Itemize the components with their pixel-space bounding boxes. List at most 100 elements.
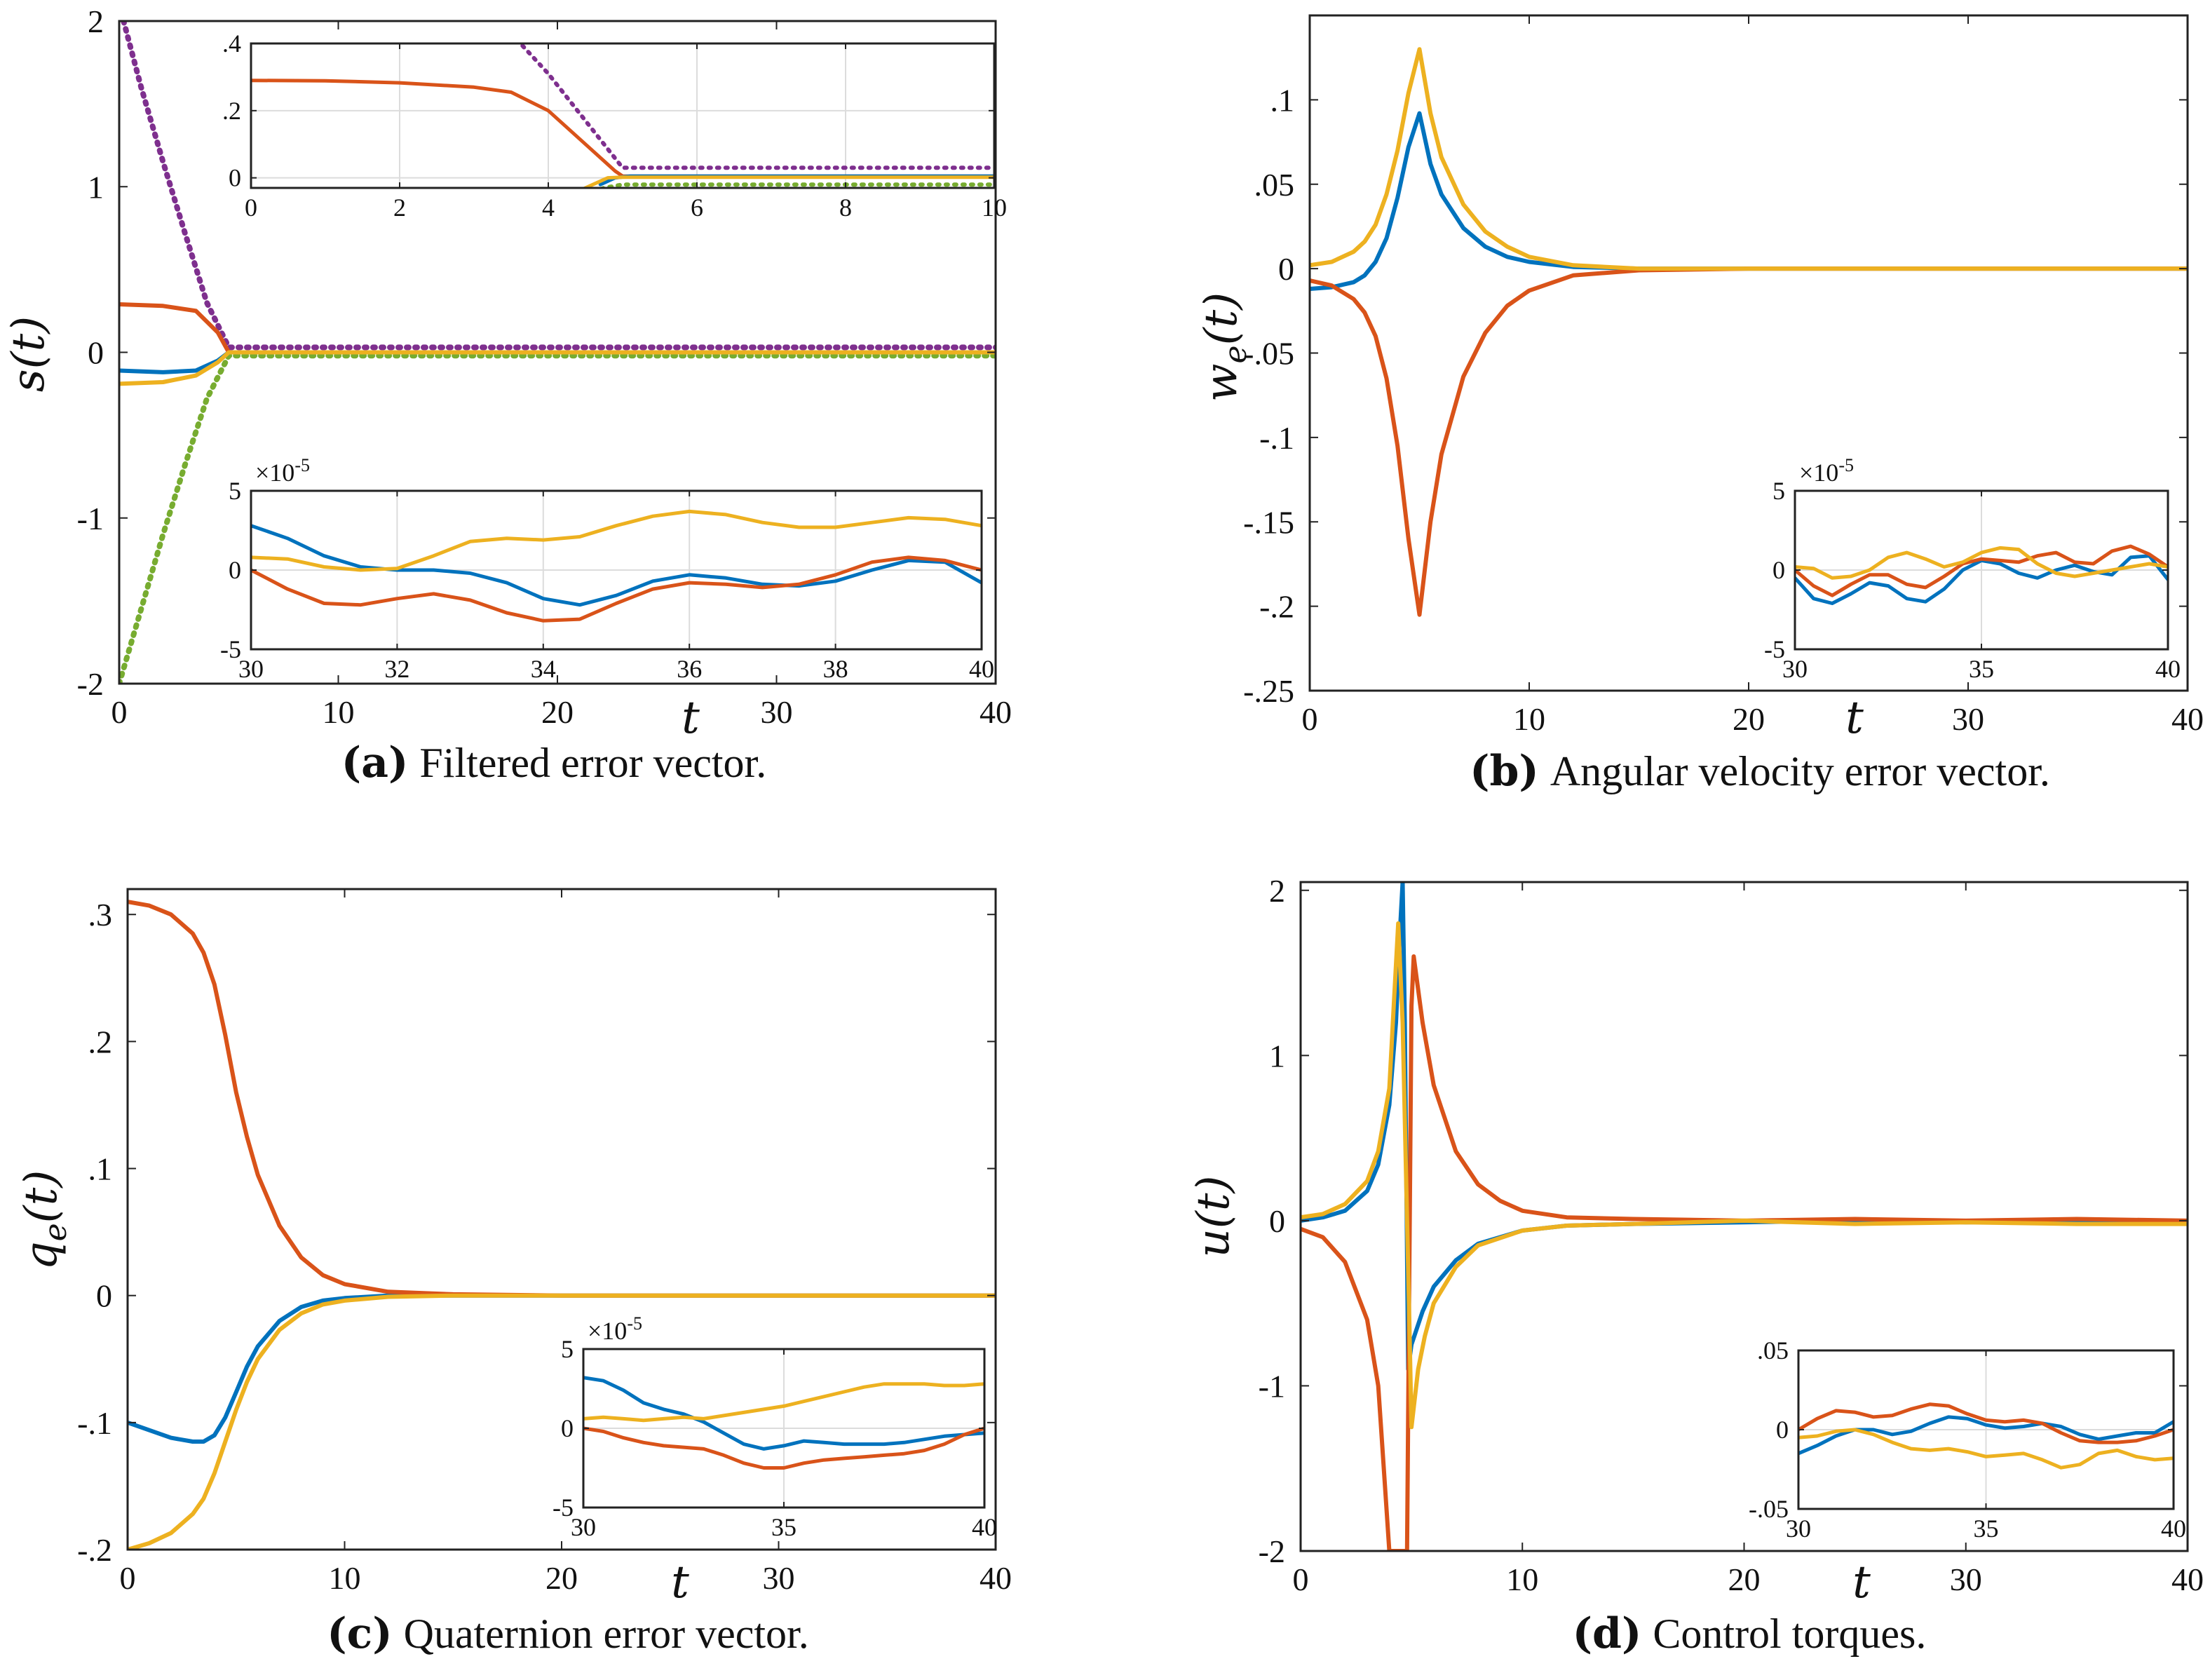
chart-a-main-ytick-label-3: -1 [77,501,104,536]
chart-a-main-xtick-label-4: 40 [980,694,1012,730]
chart-c-main-ytick-label-4: -.1 [77,1405,112,1441]
chart-b-main-ytick-label-0: .1 [1270,82,1295,118]
chart-b-main-xtick-label-0: 0 [1302,701,1318,737]
chart-d-caption-label: (d) [1573,1609,1642,1658]
chart-d-inset-0-series-group [1798,1402,2174,1470]
chart-d-inset-0-xtick-label-0: 30 [1786,1515,1811,1543]
chart-a-inset-0-xtick-label-0: 0 [245,194,257,222]
chart-d-inset-0-ytick-label-2: -.05 [1749,1495,1789,1523]
chart-b-main-ytick-label-3: -.05 [1243,336,1294,372]
chart-a-inset-0-series-bound-lower [597,182,994,188]
chart-c-inset-0-ytick-label-0: 5 [561,1335,574,1363]
chart-a-inset-0-xtick-label-4: 8 [839,194,852,222]
chart-b-main-ytick-label-7: -.25 [1243,673,1294,709]
chart-a-xlabel: t [682,692,700,744]
chart-a-inset-0-ytick-label-1: .2 [222,97,241,125]
chart-b-ylabel-base: w [1195,363,1247,402]
chart-a-inset-0-series-bound-upper [517,43,994,170]
chart-a-inset-1-ytick-label-1: 0 [229,556,241,584]
chart-d-inset-0-ytick-label-0: .05 [1757,1336,1789,1364]
chart-a-main-xtick-label-2: 20 [541,694,574,730]
chart-b-main-xtick-label-1: 10 [1513,701,1545,737]
chart-a-main-xtick-label-0: 0 [111,694,128,730]
chart-a-inset-1-xtick-label-1: 32 [384,655,409,683]
chart-c-inset-0-xtick-label-2: 40 [972,1513,997,1541]
chart-c-xlabel: t [671,1557,689,1608]
chart-c-inset-0-series-q3 [583,1382,984,1423]
chart-b-inset-0-series-w3 [1795,546,2168,580]
chart-d-ylabel: u(t) [1188,1176,1240,1258]
chart-b-main-xtick-label-3: 30 [1952,701,1984,737]
chart-c-main-series-q2 [128,900,996,1298]
chart-a-inset-1-series-group [251,509,982,623]
chart-a-inset-0-xtick-label-1: 2 [393,194,406,222]
chart-c-main-xtick-label-1: 10 [329,1560,361,1596]
chart-c-inset-0-series-group [583,1376,984,1470]
chart-b-main-series-w2 [1310,266,2188,617]
chart-a-ylabel: s(t) [3,316,55,393]
chart-c-main-xtick-label-3: 30 [763,1560,795,1596]
chart-b-main-xtick-label-4: 40 [2171,701,2203,737]
chart-c-caption-text: Quaternion error vector. [404,1611,809,1657]
chart-a-inset-1-xtick-label-4: 38 [823,655,848,683]
chart-d-main-series-group [1301,882,2188,1551]
chart-b-main-ytick-label-4: -.1 [1259,420,1294,456]
chart-d-inset-0-series-u3 [1798,1428,2174,1470]
chart-d-main-ytick-label-4: -2 [1259,1533,1285,1569]
chart-c-inset-0-series-q2 [583,1426,984,1470]
chart-d-main-xtick-label-1: 10 [1506,1562,1538,1597]
chart-a-inset-0-ytick-label-2: 0 [229,164,241,192]
chart-d-main-ytick-label-2: 0 [1269,1203,1285,1239]
chart-c-ylabel-base: q [15,1241,67,1270]
chart-c-ylabel-sub: e [38,1223,74,1241]
chart-b-main-ytick-label-1: .05 [1254,167,1295,203]
chart-a-inset-0-ytick-label-0: .4 [222,29,241,57]
chart-a-main-series-bound-upper [121,21,996,351]
chart-d-caption: (d) Control torques. [1573,1609,1927,1658]
chart-a-inset-0-xtick-label-3: 6 [691,194,703,222]
chart-c-inset-0-ytick-label-2: -5 [553,1493,574,1522]
chart-b-inset-0-exponent-label: ×10-5 [1799,455,1854,487]
chart-b-main-ytick-label-2: 0 [1278,251,1294,287]
chart-d-caption-text: Control torques. [1653,1611,1926,1657]
chart-b-inset-0-ytick-label-1: 0 [1772,556,1785,584]
chart-b-caption: (b) Angular velocity error vector. [1470,747,2050,796]
chart-d-xlabel: t [1852,1557,1871,1608]
chart-a-inset-1-exponent-power: -5 [294,455,310,475]
chart-c-inset-0-ytick-label-1: 0 [561,1414,574,1442]
chart-c-main-xtick-label-4: 40 [980,1560,1012,1596]
chart-c-inset-0-series-q1 [583,1376,984,1451]
chart-c-caption: (c) Quaternion error vector. [327,1609,808,1658]
chart-a-main-xtick-label-1: 10 [323,694,355,730]
chart-c-ylabel-arg: (t) [15,1170,67,1224]
chart-a-inset-1-exponent-base: ×10 [255,459,294,487]
chart-a-inset-1-xtick-label-3: 36 [677,655,702,683]
chart-a-inset-0-series-s3 [581,175,994,188]
chart-a-main-ytick-label-0: 2 [88,4,104,39]
chart-a-inset-1-series-s2 [251,555,982,623]
chart-c-inset-0-xtick-label-1: 35 [771,1513,797,1541]
chart-a-main-series-s3 [119,350,996,386]
chart-a-inset-1-ytick-label-2: -5 [220,635,241,663]
chart-c: 0 10 20 30 40.3.2.10-.1-.2qe(t)t30 35 4050-5×1… [15,888,1012,1658]
chart-d-inset-0-xtick-label-2: 40 [2161,1515,2186,1543]
chart-b-inset-0-series-group [1795,544,2168,605]
chart-b-inset-0-ytick-label-2: -5 [1764,635,1785,663]
chart-b-main-xtick-label-2: 20 [1733,701,1765,737]
chart-c-inset-0-exponent-power: -5 [627,1313,642,1334]
chart-a-inset-1-series-s3 [251,509,982,572]
chart-a-caption-label: (a) [341,738,409,787]
chart-c-inset-0-exponent-base: ×10 [588,1317,627,1345]
chart-a-inset-0-xtick-label-5: 10 [982,194,1007,222]
chart-d-inset-0-series-u2 [1798,1402,2174,1444]
chart-d-main-xtick-label-3: 30 [1950,1562,1982,1597]
chart-d-inset-0-xtick-label-1: 35 [1974,1515,1999,1543]
chart-c-inset-0-exponent-label: ×10-5 [588,1313,642,1345]
chart-b: 0 10 20 30 40 .1 .05 0 -.05 -.1 -.15 -.2 -.25 we(t) t 3… [1195,14,2203,796]
chart-c-main-xtick-label-2: 20 [545,1560,578,1596]
chart-b-main-ytick-label-5: -.15 [1243,504,1294,540]
chart-b-xlabel: t [1845,692,1864,744]
